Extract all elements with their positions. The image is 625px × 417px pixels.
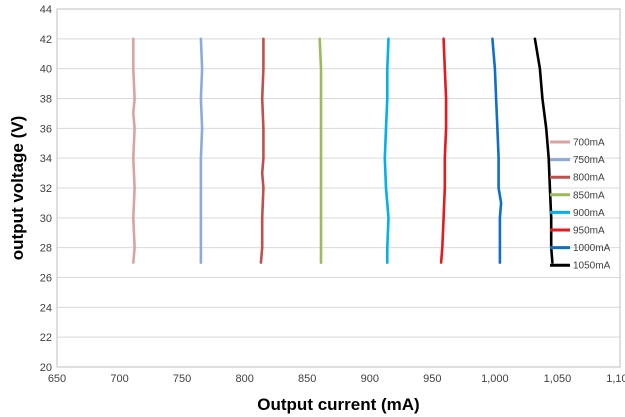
- x-axis-title: Output current (mA): [257, 395, 419, 414]
- y-tick-label: 26: [40, 273, 52, 285]
- x-tick-label: 800: [235, 373, 253, 385]
- y-tick-label: 44: [40, 4, 52, 16]
- legend-label: 1050mA: [573, 261, 611, 272]
- series-line-5: [383, 37, 390, 264]
- series-line-2: [199, 37, 204, 264]
- y-tick-label: 36: [40, 123, 52, 135]
- legend-label: 700mA: [573, 138, 605, 149]
- y-tick-label: 32: [40, 183, 52, 195]
- series-line-8: [533, 37, 554, 264]
- series-line-7: [491, 37, 503, 264]
- y-tick-label: 24: [40, 302, 52, 314]
- y-tick-label: 34: [40, 153, 52, 165]
- y-tick-label: 22: [40, 332, 52, 344]
- x-tick-label: 1,100: [606, 373, 625, 385]
- y-tick-label: 38: [40, 94, 52, 106]
- legend-label: 850mA: [573, 190, 605, 201]
- y-tick-label: 30: [40, 213, 52, 225]
- y-axis-title: output voltage (V): [8, 116, 27, 260]
- y-tick-labels: 20 22 24 26 28 30 32 34 36 38 40 42 44: [40, 4, 52, 374]
- y-tick-label: 40: [40, 64, 52, 76]
- x-tick-label: 1,000: [481, 373, 509, 385]
- legend-label: 800mA: [573, 173, 605, 184]
- plot-frame: [56, 8, 621, 368]
- x-tick-label: 1,050: [544, 373, 572, 385]
- x-tick-label: 750: [173, 373, 191, 385]
- x-tick-label: 700: [110, 373, 128, 385]
- y-tick-label: 20: [40, 362, 52, 374]
- legend-label: 950mA: [573, 226, 605, 237]
- x-tick-label: 650: [48, 373, 66, 385]
- series-layer: [132, 37, 554, 264]
- legend: 700mA 750mA 800mA 850mA 900mA 950mA 1000mA 1050…: [550, 138, 611, 272]
- grid: [57, 8, 620, 368]
- legend-label: 1000mA: [573, 243, 611, 254]
- series-line-3: [259, 37, 265, 264]
- legend-label: 750mA: [573, 155, 605, 166]
- y-tick-label: 28: [40, 243, 52, 255]
- x-tick-labels: 650 700 750 800 850 900 950 1,000 1,050 1,100: [48, 373, 625, 385]
- legend-label: 900mA: [573, 208, 605, 219]
- x-tick-label: 850: [298, 373, 316, 385]
- series-line-1: [132, 37, 136, 264]
- series-line-6: [439, 37, 448, 264]
- series-line-4: [318, 37, 323, 264]
- x-tick-label: 950: [423, 373, 441, 385]
- y-tick-label: 42: [40, 34, 52, 46]
- x-tick-label: 900: [361, 373, 379, 385]
